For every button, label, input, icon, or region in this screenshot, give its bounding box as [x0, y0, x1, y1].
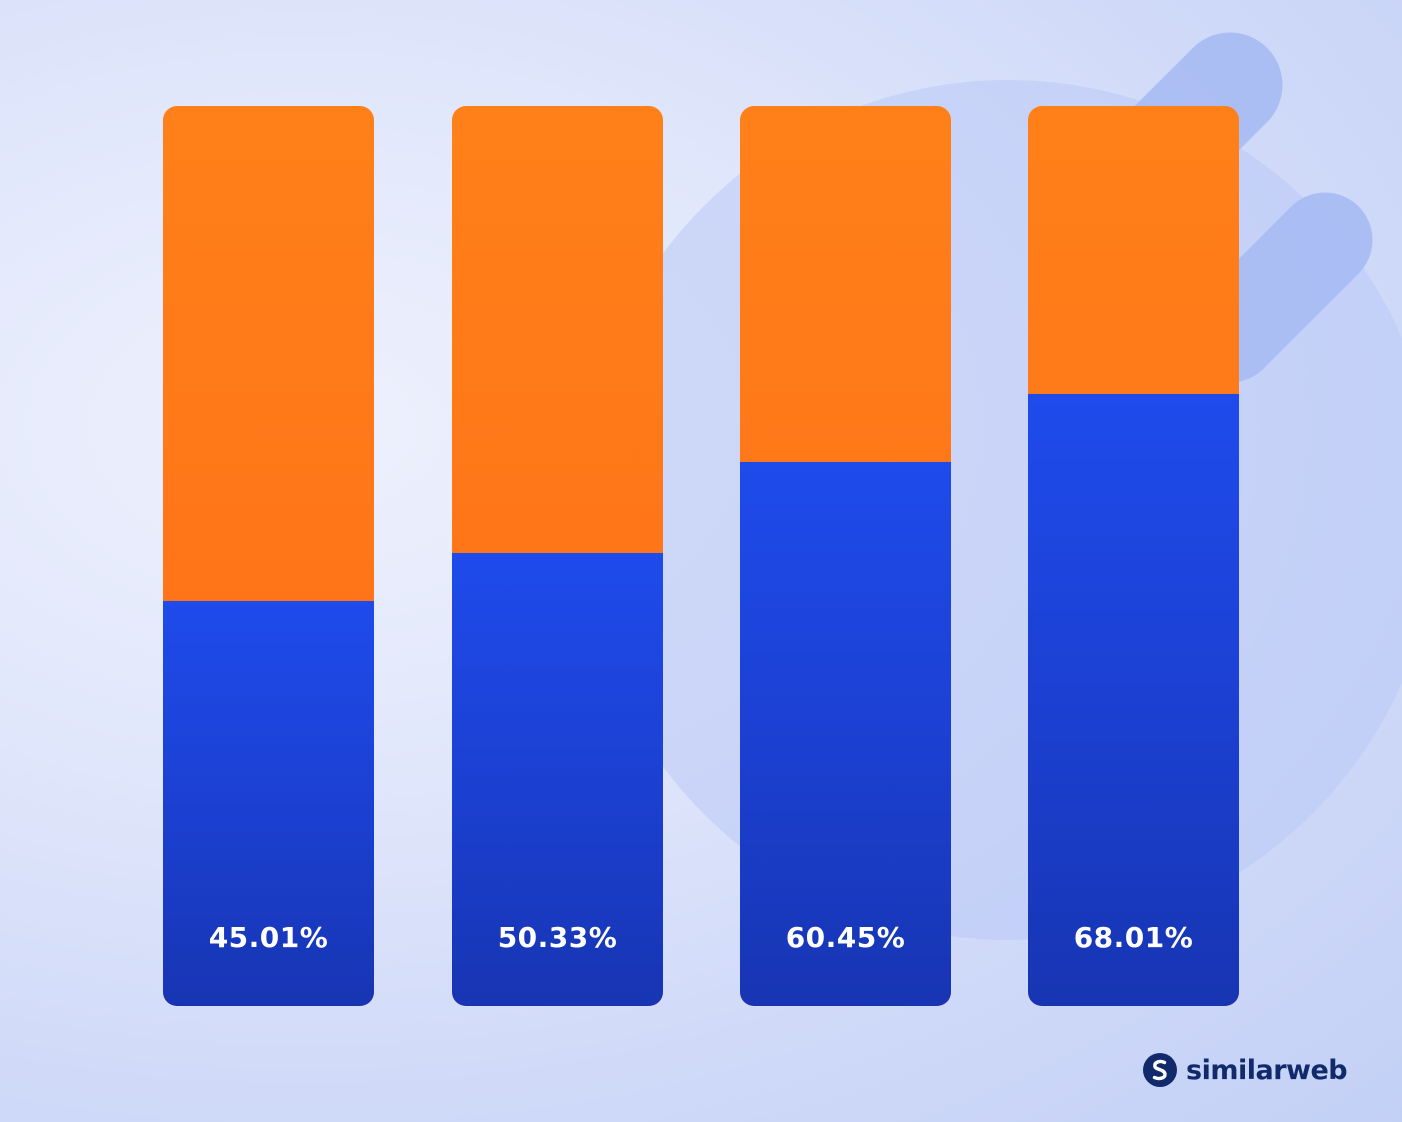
similarweb-logo-icon — [1143, 1053, 1177, 1087]
brand-name: similarweb — [1186, 1054, 1348, 1086]
bar-2-value-segment — [452, 553, 663, 1006]
bar-3-remainder-segment — [740, 106, 951, 462]
bar-4-remainder-segment — [1028, 106, 1239, 394]
bar-3: 60.45% — [740, 106, 951, 1006]
bar-3-value-segment — [740, 461, 951, 1006]
bar-2-data-label: 50.33% — [497, 921, 618, 954]
brand-logo: similarweb — [1142, 1050, 1348, 1090]
bar-1-value-segment — [163, 600, 374, 1006]
bar-1-data-label: 45.01% — [208, 921, 329, 954]
bar-1-remainder-segment — [163, 106, 374, 601]
bar-3-data-label: 60.45% — [785, 921, 906, 954]
bar-4-value-segment — [1028, 393, 1239, 1006]
bar-2: 50.33% — [452, 106, 663, 1006]
bar-4: 68.01% — [1028, 106, 1239, 1006]
bar-1: 45.01% — [163, 106, 374, 1006]
bar-2-remainder-segment — [452, 106, 663, 553]
bar-4-data-label: 68.01% — [1073, 921, 1194, 954]
